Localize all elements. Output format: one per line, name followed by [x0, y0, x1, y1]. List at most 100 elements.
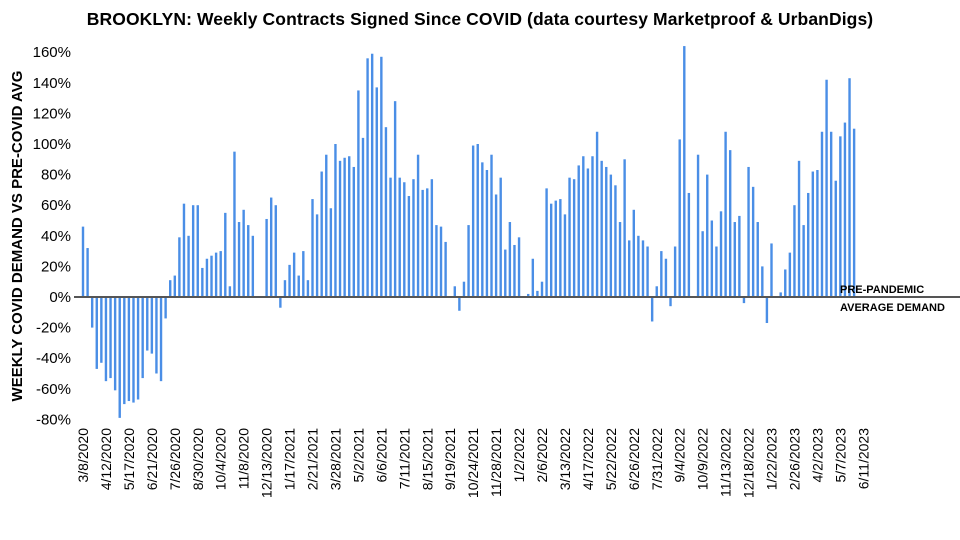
x-tick-label: 6/11/2023 [855, 428, 871, 489]
bar [118, 297, 121, 418]
x-tick-label: 2/6/2022 [534, 428, 550, 483]
bar [811, 171, 815, 297]
bar [100, 297, 103, 363]
y-tick-label: -20% [36, 320, 71, 337]
bar [352, 166, 356, 297]
bar [706, 174, 709, 297]
bar [614, 185, 617, 297]
bar [380, 56, 383, 297]
bar [807, 192, 810, 297]
bar [540, 281, 544, 297]
bar [632, 209, 635, 297]
x-tick-label: 5/2/2021 [350, 428, 366, 483]
bar [563, 214, 567, 297]
y-tick-label: 60% [41, 197, 71, 214]
y-tick-label: 40% [41, 228, 71, 245]
x-tick-label: 2/21/2021 [305, 428, 321, 490]
bar [421, 189, 424, 297]
y-tick-label: 100% [33, 136, 71, 153]
bar [288, 264, 291, 297]
bar [637, 235, 640, 297]
bar [591, 156, 594, 297]
bar [407, 196, 411, 297]
bar [86, 248, 89, 297]
bar [549, 203, 553, 297]
x-tick-label: 1/2/2022 [511, 428, 527, 483]
x-tick-label: 10/24/2021 [465, 428, 481, 498]
bar [348, 156, 351, 297]
bar [155, 297, 158, 374]
bar [852, 128, 856, 297]
bar [536, 290, 539, 297]
bar [733, 222, 736, 297]
bar [623, 159, 626, 297]
bar [508, 222, 512, 297]
bar [196, 205, 199, 297]
bar [187, 235, 190, 297]
x-tick-label: 5/22/2022 [603, 428, 619, 490]
bar [279, 297, 282, 308]
x-tick-label: 12/18/2022 [741, 428, 757, 498]
bar [669, 297, 672, 307]
bar [150, 297, 154, 354]
bar [820, 131, 824, 297]
bar [403, 182, 406, 297]
bar [490, 154, 493, 297]
bar [641, 240, 645, 297]
y-tick-label: 20% [41, 258, 71, 275]
bar [237, 222, 241, 297]
bar [678, 139, 681, 297]
bar [224, 212, 227, 297]
bar [742, 297, 746, 304]
bar [412, 179, 415, 297]
bar [398, 177, 401, 297]
bar [228, 286, 232, 297]
bar [306, 280, 310, 297]
bar [825, 79, 828, 298]
bar [517, 237, 521, 297]
x-tick-label: 4/17/2022 [580, 428, 596, 490]
bar [586, 168, 590, 297]
bar [559, 199, 562, 297]
bar [159, 297, 163, 382]
bar [788, 252, 792, 297]
bar [132, 297, 135, 403]
bar [375, 87, 378, 297]
bar [843, 122, 847, 297]
y-tick-label: 160% [33, 44, 71, 61]
bar [136, 297, 140, 400]
x-tick-label: 8/30/2020 [190, 428, 206, 490]
bar [325, 154, 328, 297]
bar [710, 220, 714, 297]
x-tick-label: 11/13/2022 [718, 428, 734, 497]
bar [164, 297, 167, 319]
bar [370, 53, 374, 298]
y-tick-label: -60% [36, 381, 71, 398]
x-tick-label: 6/6/2021 [373, 428, 389, 483]
bar [728, 150, 732, 297]
y-tick-label: -80% [36, 411, 71, 428]
bar [338, 160, 342, 297]
bar [458, 297, 461, 311]
x-tick-label: 7/26/2020 [167, 428, 183, 490]
bar [311, 199, 314, 297]
x-tick-label: 5/7/2023 [832, 428, 848, 483]
bar [513, 244, 516, 297]
bar [430, 179, 434, 297]
x-tick-label: 6/21/2020 [144, 428, 160, 490]
bar [178, 237, 181, 297]
bar [191, 205, 195, 297]
bar [113, 297, 117, 391]
bar [568, 177, 571, 297]
bar [582, 156, 585, 297]
bar [127, 297, 131, 402]
bar [770, 243, 773, 297]
bar [444, 241, 447, 297]
x-tick-label: 3/8/2020 [75, 428, 91, 483]
bar [673, 246, 677, 297]
y-tick-label: 0% [49, 289, 71, 306]
annotation-line-2: AVERAGE DEMAND [840, 302, 945, 314]
bar [343, 157, 346, 297]
bar [169, 280, 172, 297]
bar [660, 251, 663, 297]
